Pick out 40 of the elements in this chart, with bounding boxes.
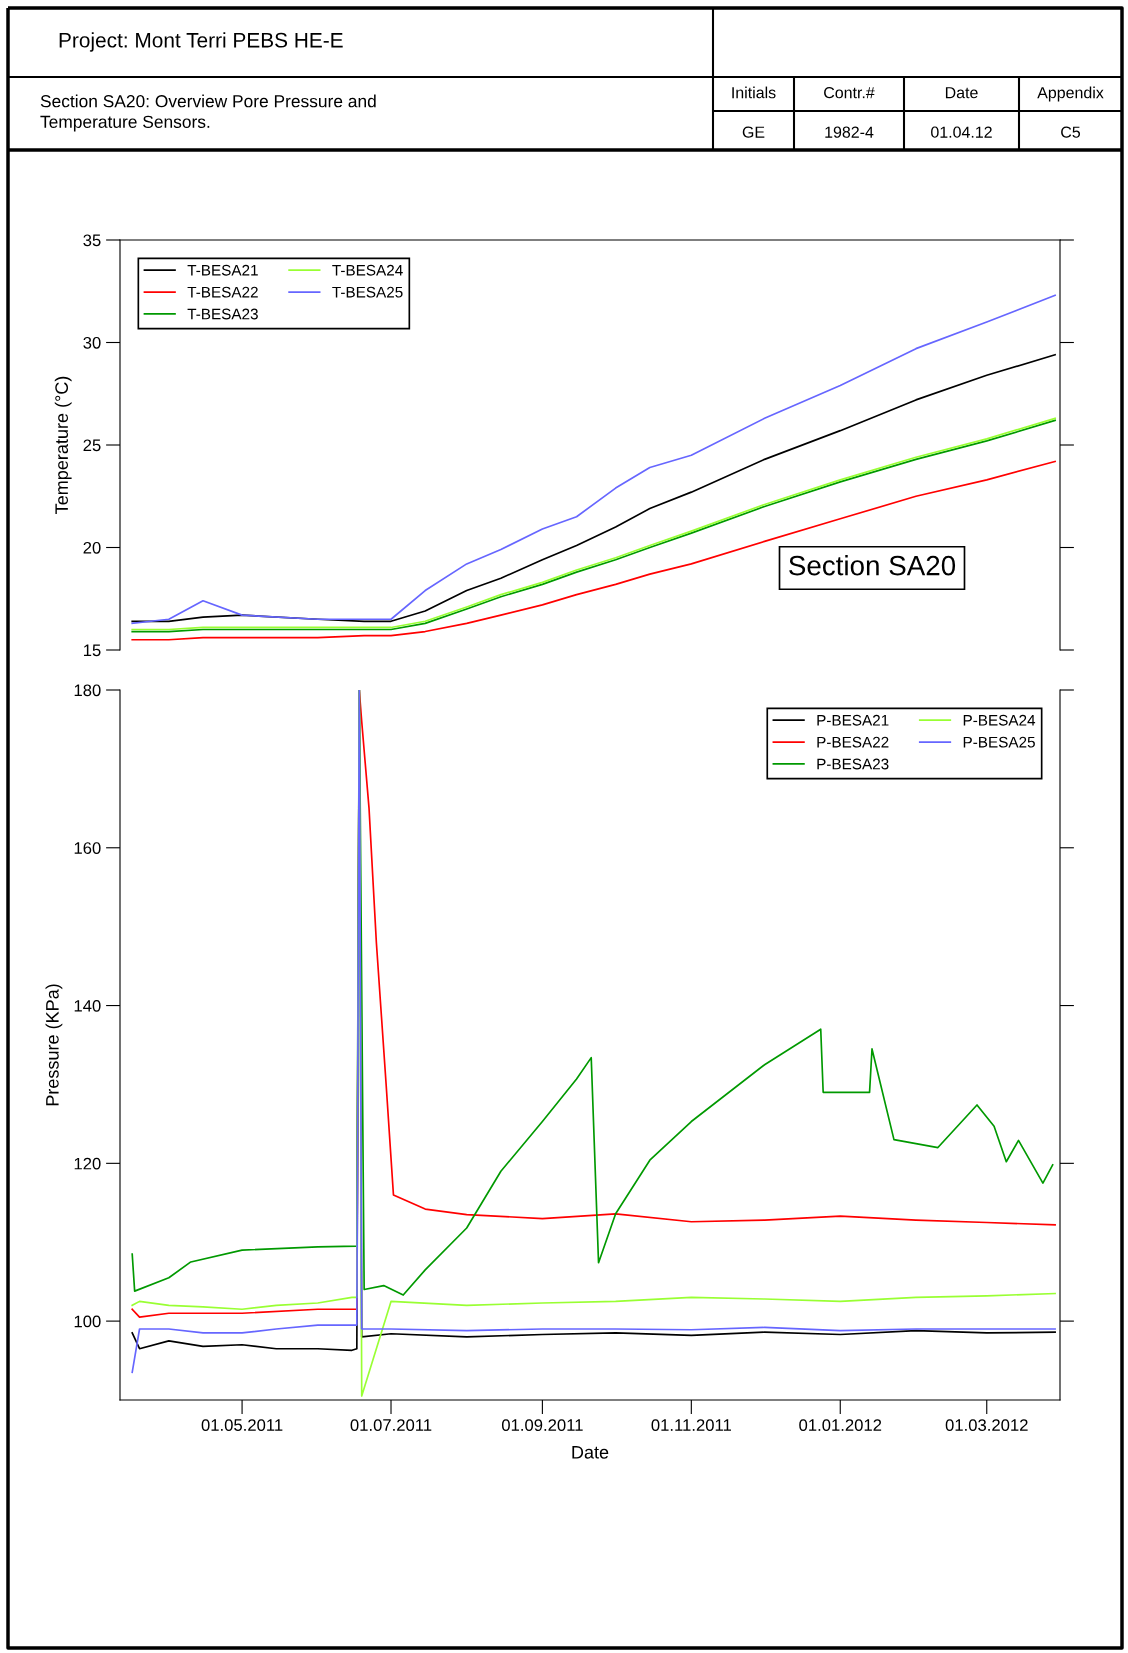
y-axis-title: Pressure (KPa)	[45, 984, 63, 1106]
legend-label: P-BESA25	[963, 736, 1035, 748]
text: 01.04.12	[931, 126, 992, 138]
text: Contr.#	[824, 86, 875, 99]
x-tick-label: 01.07.2011	[350, 1419, 432, 1431]
y-tick-label: 30	[83, 336, 101, 349]
legend-label: T-BESA23	[187, 308, 258, 320]
y-tick-label: 35	[83, 234, 101, 247]
chart-subtitle: Section SA20: Overview Pore Pressure and Temperature Sensors.	[40, 94, 376, 132]
legend-label: T-BESA22	[187, 286, 258, 298]
y-tick-label: 15	[83, 644, 101, 657]
y-tick-label: 160	[74, 842, 101, 854]
legend-label: T-BESA21	[187, 264, 258, 276]
y-tick-label: 20	[83, 541, 101, 554]
y-tick-label: 25	[83, 439, 101, 452]
legend-label: T-BESA24	[332, 264, 403, 276]
x-tick-label: 01.11.2011	[651, 1419, 731, 1431]
y-tick-label: 120	[74, 1157, 101, 1170]
x-tick-label: 01.03.2012	[945, 1419, 1028, 1431]
text: Date	[945, 87, 978, 99]
legend-label: P-BESA24	[963, 714, 1036, 726]
text: GE	[742, 126, 765, 138]
text: 1982-4	[825, 126, 874, 138]
text: Appendix	[1037, 86, 1104, 102]
legend-label: T-BESA25	[332, 286, 403, 298]
text: Initials	[732, 86, 776, 99]
y-tick-label: 100	[74, 1315, 101, 1328]
y-tick-label: 180	[74, 684, 101, 697]
annotation: Section SA20	[789, 555, 956, 576]
y-tick-label: 140	[74, 999, 101, 1012]
legend-label: P-BESA22	[817, 736, 889, 748]
text: C5	[1061, 126, 1081, 138]
legend-label: P-BESA23	[817, 758, 889, 770]
y-axis-title: Temperature (°C)	[54, 376, 72, 514]
x-axis-title: Date	[572, 1446, 609, 1459]
chart-title: Project: Mont Terri PEBS HE-E	[59, 32, 343, 52]
x-tick-label: 01.01.2012	[799, 1419, 882, 1431]
x-tick-label: 01.05.2011	[201, 1419, 283, 1431]
legend-label: P-BESA21	[817, 714, 889, 726]
x-tick-label: 01.09.2011	[501, 1419, 583, 1431]
